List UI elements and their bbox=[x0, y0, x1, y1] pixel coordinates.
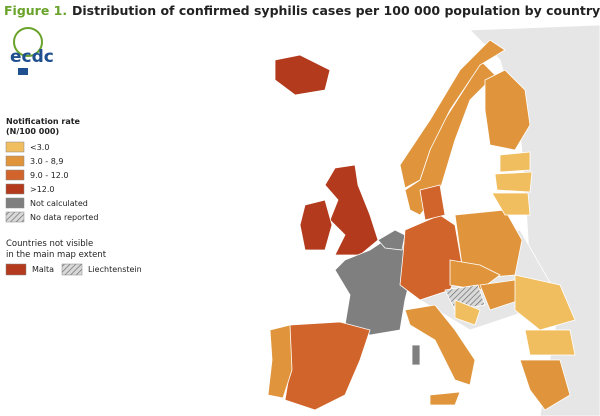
legend-swatch bbox=[5, 197, 25, 209]
legend-label: 9.0 - 12.0 bbox=[30, 171, 69, 180]
legend-swatch bbox=[5, 211, 25, 223]
logo: ecdc bbox=[10, 27, 54, 75]
inset-label: Liechtenstein bbox=[88, 265, 142, 274]
legend-title: (N/100 000) bbox=[6, 127, 59, 136]
legend-label: 3.0 - 8,9 bbox=[30, 157, 63, 166]
legend-label: Not calculated bbox=[30, 199, 88, 208]
map bbox=[267, 24, 600, 416]
legend-label: <3.0 bbox=[30, 143, 49, 152]
figure-number: Figure 1. bbox=[4, 3, 67, 18]
legend-title: Notification rate bbox=[6, 117, 81, 126]
inset-label: Malta bbox=[32, 265, 54, 274]
legend-swatch bbox=[5, 141, 25, 153]
inset-swatch bbox=[61, 263, 83, 276]
legend: Notification rate (N/100 000) <3.0 3.0 - … bbox=[5, 117, 142, 276]
legend-label: >12.0 bbox=[30, 185, 55, 194]
inset-title: Countries not visible bbox=[6, 239, 93, 249]
inset-title: in the main map extent bbox=[6, 250, 107, 260]
figure-title: Distribution of confirmed syphilis cases… bbox=[72, 3, 600, 18]
logo-text: ecdc bbox=[10, 47, 54, 67]
legend-swatch bbox=[5, 155, 25, 167]
legend-label: No data reported bbox=[30, 213, 98, 222]
legend-swatch bbox=[5, 183, 25, 195]
inset-swatch bbox=[5, 263, 27, 276]
legend-swatch bbox=[5, 169, 25, 181]
